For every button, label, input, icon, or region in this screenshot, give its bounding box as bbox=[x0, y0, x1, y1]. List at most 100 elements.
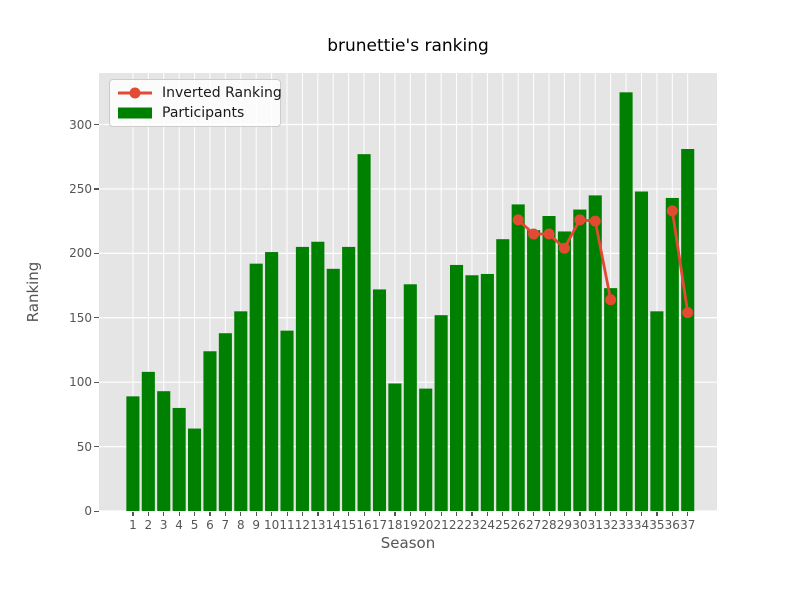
participants-bar bbox=[511, 204, 525, 511]
x-tick-label: 2 bbox=[144, 518, 153, 532]
participants-bar bbox=[188, 428, 202, 511]
x-tick bbox=[240, 512, 242, 516]
x-tick-label: 7 bbox=[221, 518, 230, 532]
y-tick-label: 50 bbox=[76, 439, 92, 454]
participants-bar bbox=[126, 396, 140, 511]
y-tick bbox=[94, 381, 99, 383]
y-tick-label: 100 bbox=[69, 375, 92, 390]
bar-swatch-icon bbox=[117, 106, 153, 120]
x-tick bbox=[394, 512, 396, 516]
x-tick bbox=[378, 512, 381, 516]
x-tick-label: 15 bbox=[341, 518, 357, 532]
participants-bar bbox=[542, 215, 556, 511]
x-tick bbox=[348, 512, 350, 516]
x-tick-label: 36 bbox=[664, 518, 680, 532]
participants-bar bbox=[141, 371, 155, 511]
participants-bar bbox=[650, 311, 664, 511]
y-tick-label: 250 bbox=[69, 181, 92, 196]
legend-label-inverted-ranking: Inverted Ranking bbox=[162, 85, 282, 101]
x-tick bbox=[440, 512, 442, 516]
y-tick-label: 0 bbox=[84, 504, 92, 518]
x-tick bbox=[194, 512, 196, 516]
x-tick-label: 33 bbox=[618, 518, 634, 532]
y-tick bbox=[94, 252, 99, 255]
x-tick bbox=[271, 512, 273, 516]
x-tick-label: 37 bbox=[680, 518, 696, 532]
inverted-ranking-point bbox=[605, 294, 617, 306]
participants-bar bbox=[388, 383, 402, 511]
x-tick-label: 25 bbox=[495, 518, 511, 532]
x-tick bbox=[255, 512, 257, 516]
participants-bar bbox=[342, 246, 356, 512]
participants-bar bbox=[372, 289, 387, 511]
x-tick bbox=[224, 512, 227, 516]
x-tick bbox=[502, 512, 504, 516]
x-tick-label: 30 bbox=[572, 518, 588, 532]
y-tick bbox=[94, 317, 99, 319]
participants-bar bbox=[465, 275, 479, 511]
x-tick-label: 26 bbox=[510, 518, 526, 532]
participants-bar bbox=[496, 239, 510, 511]
x-tick bbox=[656, 512, 658, 516]
x-tick bbox=[409, 512, 411, 516]
x-tick bbox=[563, 512, 566, 516]
y-tick-label: 300 bbox=[69, 117, 92, 132]
participants-bar bbox=[218, 333, 232, 511]
inverted-ranking-point bbox=[574, 214, 586, 226]
x-tick-label: 10 bbox=[263, 518, 280, 532]
x-tick-label: 34 bbox=[633, 518, 650, 532]
x-tick-label: 4 bbox=[175, 518, 183, 532]
x-tick-label: 18 bbox=[387, 518, 403, 532]
x-tick bbox=[132, 512, 134, 516]
y-tick bbox=[94, 510, 99, 512]
legend-label-participants: Participants bbox=[162, 105, 245, 121]
x-tick bbox=[625, 512, 627, 516]
x-tick-label: 9 bbox=[252, 518, 260, 532]
x-tick-label: 19 bbox=[402, 518, 418, 532]
y-tick bbox=[94, 446, 99, 448]
participants-bar bbox=[619, 92, 633, 511]
x-tick bbox=[301, 512, 304, 516]
x-tick-label: 16 bbox=[356, 518, 372, 532]
participants-bar bbox=[249, 263, 263, 511]
participants-bar bbox=[419, 388, 433, 511]
participants-bar bbox=[172, 407, 186, 511]
participants-bar bbox=[449, 264, 464, 511]
y-tick-label: 150 bbox=[69, 310, 92, 325]
x-tick-label: 6 bbox=[206, 518, 214, 532]
inverted-ranking-point bbox=[589, 215, 601, 227]
x-tick bbox=[363, 512, 365, 516]
x-tick bbox=[147, 512, 149, 516]
inverted-ranking-point bbox=[682, 307, 694, 319]
x-axis-label: Season bbox=[380, 534, 436, 552]
x-tick-label: 21 bbox=[433, 518, 449, 532]
participants-bar bbox=[203, 351, 217, 511]
legend: Inverted Ranking Participants bbox=[109, 79, 282, 127]
participants-bar bbox=[311, 241, 325, 511]
participants-bar bbox=[403, 284, 417, 511]
x-tick bbox=[640, 512, 643, 516]
participants-bar bbox=[434, 315, 448, 511]
x-tick bbox=[517, 512, 519, 516]
participants-bar bbox=[157, 391, 171, 511]
x-tick bbox=[687, 512, 689, 516]
inverted-ranking-point bbox=[558, 242, 570, 254]
x-tick-label: 32 bbox=[603, 518, 619, 532]
inverted-ranking-point bbox=[512, 214, 524, 226]
inverted-ranking-point bbox=[528, 228, 540, 240]
x-tick-label: 8 bbox=[236, 518, 245, 532]
x-tick-label: 20 bbox=[418, 518, 434, 532]
plot-canvas bbox=[99, 73, 717, 512]
participants-bar bbox=[265, 252, 279, 512]
legend-item-participants: Participants bbox=[117, 103, 280, 123]
y-tick bbox=[94, 188, 99, 190]
x-tick-label: 13 bbox=[310, 518, 326, 532]
participants-bar bbox=[480, 273, 494, 511]
chart-title: brunettie's ranking bbox=[327, 36, 489, 56]
inverted-ranking-point bbox=[543, 228, 555, 240]
participants-bar bbox=[573, 209, 587, 511]
x-tick-label: 23 bbox=[464, 518, 480, 532]
x-tick-label: 24 bbox=[479, 518, 495, 532]
participants-bar bbox=[634, 191, 649, 511]
